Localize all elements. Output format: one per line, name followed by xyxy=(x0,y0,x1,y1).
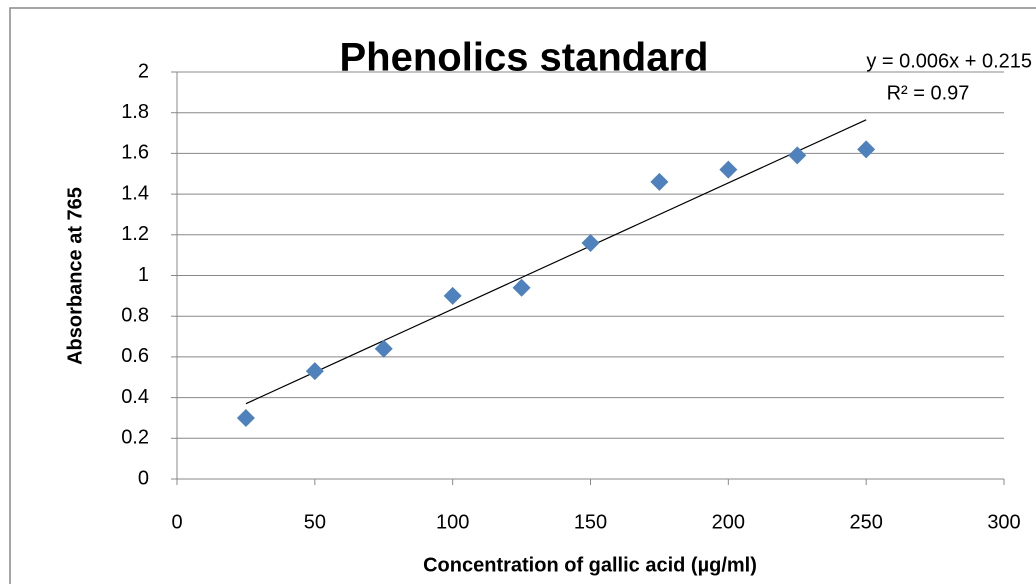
scatter-point xyxy=(443,286,462,305)
scatter-point xyxy=(857,140,876,159)
trendline-equation: y = 0.006x + 0.215 xyxy=(866,50,1032,72)
scatter-point xyxy=(581,233,600,252)
y-tick-label: 0.6 xyxy=(121,345,149,367)
x-tick-label: 150 xyxy=(574,511,607,533)
y-axis-label: Absorbance at 765 xyxy=(64,187,86,365)
y-tick-label: 1 xyxy=(138,264,149,286)
x-tick-label: 300 xyxy=(987,511,1020,533)
scatter-point xyxy=(512,278,531,297)
scatter-point xyxy=(374,339,393,358)
y-tick-label: 1.4 xyxy=(121,182,149,204)
r-squared: R² = 0.97 xyxy=(887,82,970,104)
chart-frame xyxy=(9,7,1036,584)
y-tick-label: 2 xyxy=(138,60,149,82)
y-tick-label: 0.4 xyxy=(121,386,149,408)
y-tick-label: 0.2 xyxy=(121,427,149,449)
x-tick-label: 100 xyxy=(436,511,469,533)
chart-title: Phenolics standard xyxy=(340,36,709,80)
scatter-point xyxy=(305,362,324,381)
scatter-point xyxy=(719,160,738,179)
x-tick-label: 0 xyxy=(171,511,182,533)
y-tick-label: 0 xyxy=(138,467,149,489)
y-tick-label: 0.8 xyxy=(121,304,149,326)
scatter-point xyxy=(650,172,669,191)
y-tick-label: 1.8 xyxy=(121,101,149,123)
scatter-point xyxy=(788,146,807,165)
trendline xyxy=(245,119,867,405)
y-tick-label: 1.2 xyxy=(121,223,149,245)
x-axis-label: Concentration of gallic acid (µg/ml) xyxy=(423,554,757,576)
x-tick-label: 250 xyxy=(849,511,882,533)
x-tick-label: 200 xyxy=(712,511,745,533)
x-tick-label: 50 xyxy=(304,511,326,533)
y-tick-label: 1.6 xyxy=(121,142,149,164)
scatter-point xyxy=(236,408,255,427)
